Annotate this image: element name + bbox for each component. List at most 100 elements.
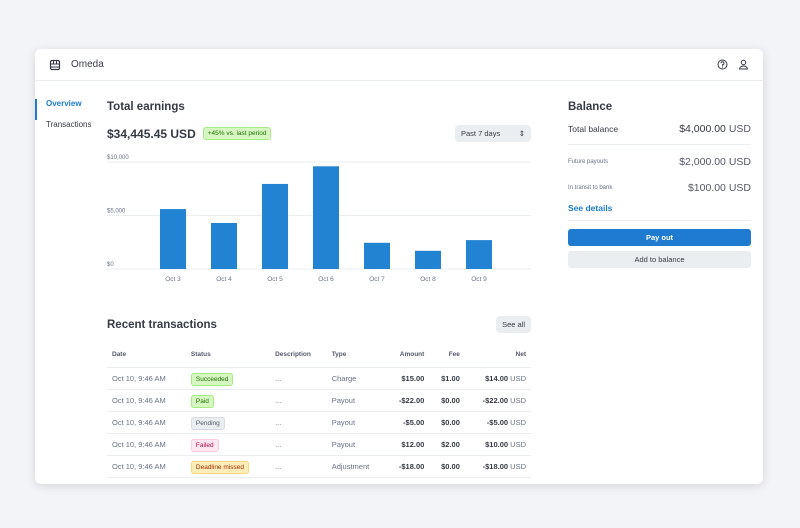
x-tick-label: Oct 7 [369,276,385,283]
description: ... [270,411,327,434]
column-header: Date [107,343,186,368]
net-value: -$18.00 [482,461,509,471]
currency: USD [510,395,526,405]
fee: $0.00 [429,411,465,434]
app-window: Omeda Overview Transactions Total earnin… [35,49,763,484]
table-row[interactable]: Oct 10, 9:46 AM Deadline missed ... Adju… [107,455,531,478]
x-tick-label: Oct 6 [318,276,334,283]
status-badge: Succeeded [190,372,234,386]
sidebar-item-transactions[interactable]: Transactions [46,120,92,129]
x-tick-label: Oct 5 [267,276,283,283]
header: Omeda [35,49,763,81]
amount: -$22.00 [385,389,430,412]
column-header: Fee [429,343,465,368]
help-icon[interactable] [717,59,728,70]
table-row[interactable]: Oct 10, 9:46 AM Paid ... Payout -$22.00 … [107,389,531,412]
status-cell: Paid [185,389,271,412]
x-tick-label: Oct 3 [165,276,181,283]
net: -$5.00 USD [464,411,531,434]
column-header: Status [185,343,271,368]
column-header: Description [270,343,327,368]
amount: $12.00 [385,433,430,456]
amount: -$5.00 [385,411,430,434]
currency: USD [728,182,751,194]
fee: $2.00 [429,433,465,456]
currency: USD [510,461,526,471]
date: Oct 10, 9:46 AM [107,433,186,456]
currency: USD [510,373,526,383]
earnings-chart: $0 $5,000 $10,000 Oct 3 Oct 4 Oct 5 Oct 6 Oct 7… [107,155,531,283]
table-row[interactable]: Oct 10, 9:46 AM Pending ... Payout -$5.0… [107,411,531,434]
add-to-balance-button[interactable]: Add to balance [568,251,751,268]
date: Oct 10, 9:46 AM [107,455,186,478]
net-value: $14.00 [485,373,509,383]
pay-out-button[interactable]: Pay out [568,229,751,246]
column-header: Net [464,343,531,368]
change-badge: +45% vs. last period [202,127,272,140]
date: Oct 10, 9:46 AM [107,389,186,412]
table-row[interactable]: Oct 10, 9:46 AM Failed ... Payout $12.00… [107,433,531,456]
main-content: Total earnings $34,445.45 USD +45% vs. l… [107,101,531,478]
net: $14.00 USD [464,367,531,390]
store-icon [49,59,61,70]
currency: USD [510,417,526,427]
amount: -$18.00 [385,455,430,478]
x-tick-label: Oct 4 [216,276,232,283]
user-icon[interactable] [738,59,749,70]
amount: $15.00 [385,367,430,390]
period-select[interactable]: Past 7 days ⇕ [455,125,531,142]
type: Payout [326,389,386,412]
net-value: -$22.00 [482,395,509,405]
table-row[interactable]: Oct 10, 9:46 AM Succeeded ... Charge $15… [107,367,531,390]
see-all-button[interactable]: See all [496,316,531,333]
transactions-title: Recent transactions [107,318,217,331]
see-details-link[interactable]: See details [568,203,613,213]
column-header: Amount [385,343,430,368]
in-transit-label: In transit to bank [568,185,613,191]
column-header: Type [326,343,386,368]
y-tick-label: $5,000 [107,209,126,215]
status-badge: Paid [190,394,214,408]
period-value: Past 7 days [461,129,501,138]
net-value: $10.00 [485,439,509,449]
status-cell: Pending [185,411,271,434]
currency: USD [728,156,751,168]
description: ... [270,455,327,478]
bar-oct-9 [466,240,492,269]
bar-oct-3 [160,209,186,269]
currency: USD [510,439,526,449]
type: Adjustment [326,455,386,478]
date: Oct 10, 9:46 AM [107,367,186,390]
type: Charge [326,367,386,390]
currency: USD [728,123,751,135]
date: Oct 10, 9:46 AM [107,411,186,434]
future-payouts-value: $2,000.00 [679,156,726,168]
fee: $0.00 [429,455,465,478]
status-cell: Deadline missed [185,455,271,478]
status-badge: Deadline missed [190,460,249,474]
net: -$22.00 USD [464,389,531,412]
bar-oct-5 [262,183,288,269]
fee: $1.00 [429,367,465,390]
net-value: -$5.00 [486,417,509,427]
status-cell: Failed [185,433,271,456]
type: Payout [326,433,386,456]
sidebar: Overview Transactions [35,99,92,141]
sidebar-item-overview[interactable]: Overview [35,99,92,120]
future-payouts-label: Future payouts [568,159,609,165]
transactions-table: Date Status Description Type Amount Fee Net Oc… [107,343,531,478]
net: $10.00 USD [464,433,531,456]
bar-oct-7 [364,242,390,269]
app-name: Omeda [71,59,104,70]
net: -$18.00 USD [464,455,531,478]
description: ... [270,367,327,390]
status-badge: Failed [190,438,219,452]
earnings-amount: $34,445.45 USD [107,126,196,141]
description: ... [270,433,327,456]
chevron-updown-icon: ⇕ [518,129,525,138]
bar-oct-8 [415,250,441,269]
description: ... [270,389,327,412]
type: Payout [326,411,386,434]
bar-oct-6 [313,166,339,269]
balance-title: Balance [568,101,613,113]
